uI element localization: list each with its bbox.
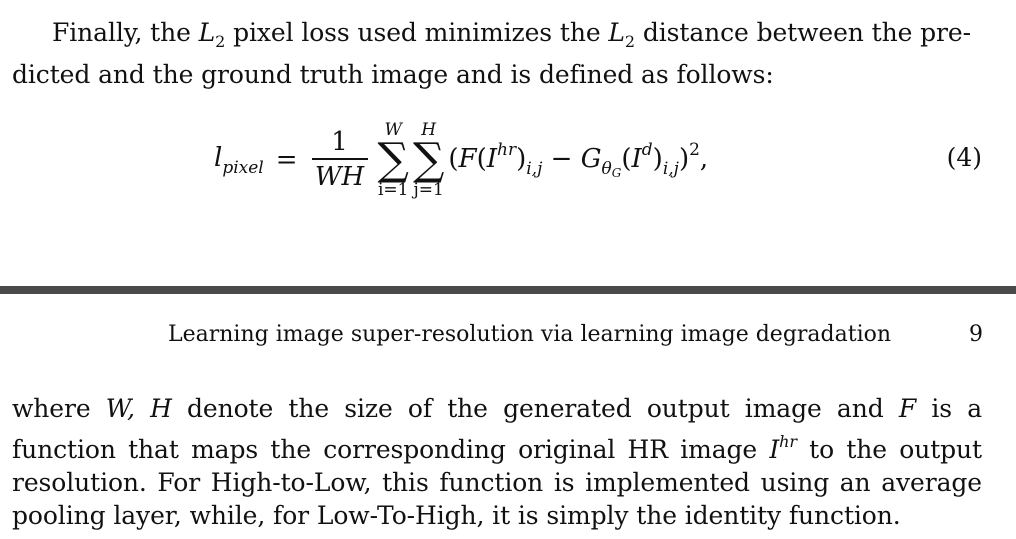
summation-j: H ∑ j=1 [413,120,444,200]
superscript-d: d [641,140,653,160]
sum-upper-limit: H [421,120,437,140]
paragraph-explanation: where W, H denote the size of the genera… [12,392,982,532]
paragraph-intro-line2: dicted and the ground truth image and is… [12,60,774,89]
text-run: denote the size of the generated output … [171,394,899,423]
lhs-symbol: l [214,142,223,173]
var-I: I [631,144,642,174]
paragraph-explanation-text: where W, H denote the size of the genera… [12,392,982,532]
equation-pixel-loss: lpixel = 1 WH W ∑ i=1 H ∑ j=1 (F(Ihr)i,j… [0,110,1016,210]
paren: ) [652,144,663,174]
subscript-theta-g: θG [601,159,622,180]
text-run: pixel loss used minimizes the [225,18,609,47]
page-number: 9 [969,322,983,347]
subsub-G: G [611,166,622,180]
running-header: Learning image super-resolution via lear… [168,322,983,347]
comma: , [699,144,709,174]
paren: ( [448,144,459,174]
text-run: distance between the pre- [635,18,971,47]
superscript-hr: hr [497,140,517,160]
math-var-WH: W, H [105,394,172,423]
running-header-title: Learning image super-resolution via lear… [168,322,892,347]
subscript-ij: i,j [526,159,543,179]
text-run: Finally, the [52,18,199,47]
paragraph-intro-text: Finally, the L2 pixel loss used minimize… [12,16,982,58]
summand: (F(Ihr)i,j − GθG(Id)i,j)2, [448,140,708,180]
math-superscript-hr: hr [779,432,797,451]
math-var-L: L [198,18,216,47]
sigma-symbol: ∑ [412,134,445,185]
math-var-I: I [769,435,780,464]
paren: ( [476,144,487,174]
minus-sign: − [542,144,581,174]
var-I: I [486,144,498,174]
math-var-F: F [898,394,917,423]
equals-sign: = [275,145,298,175]
text-run: to the output resolution. For High-to-Lo… [12,435,982,530]
paren: ( [621,144,632,174]
equation-lhs: lpixel [214,143,264,178]
lhs-subscript: pixel [222,157,264,178]
sigma-symbol: ∑ [377,134,409,185]
superscript-2: 2 [689,140,700,160]
equation-body: lpixel = 1 WH W ∑ i=1 H ∑ j=1 (F(Ihr)i,j… [214,110,708,210]
sum-upper-limit: W [384,120,402,140]
paren: ) [678,144,690,174]
fraction-numerator: 1 [331,127,348,157]
paren: ) [516,144,527,174]
math-subscript: 2 [215,32,226,51]
text-run: is a function that maps the correspondin… [12,394,983,464]
text-run: where [12,394,106,423]
fraction-bar [311,158,368,160]
math-subscript: 2 [624,32,635,51]
paragraph-intro: Finally, the L2 pixel loss used minimize… [12,16,982,91]
fraction: 1 WH [311,126,368,194]
sum-lower-limit: i=1 [377,180,409,200]
equation-number: (4) [946,143,982,172]
sum-lower-limit: j=1 [413,180,444,200]
summation-i: W ∑ i=1 [378,120,409,200]
theta-symbol: θ [601,159,612,179]
var-G: G [580,144,602,174]
var-F: F [458,144,477,174]
fraction-denominator: WH [314,162,365,192]
page-divider [0,286,1016,294]
math-var-L: L [608,18,625,47]
subscript-ij: i,j [662,159,679,179]
